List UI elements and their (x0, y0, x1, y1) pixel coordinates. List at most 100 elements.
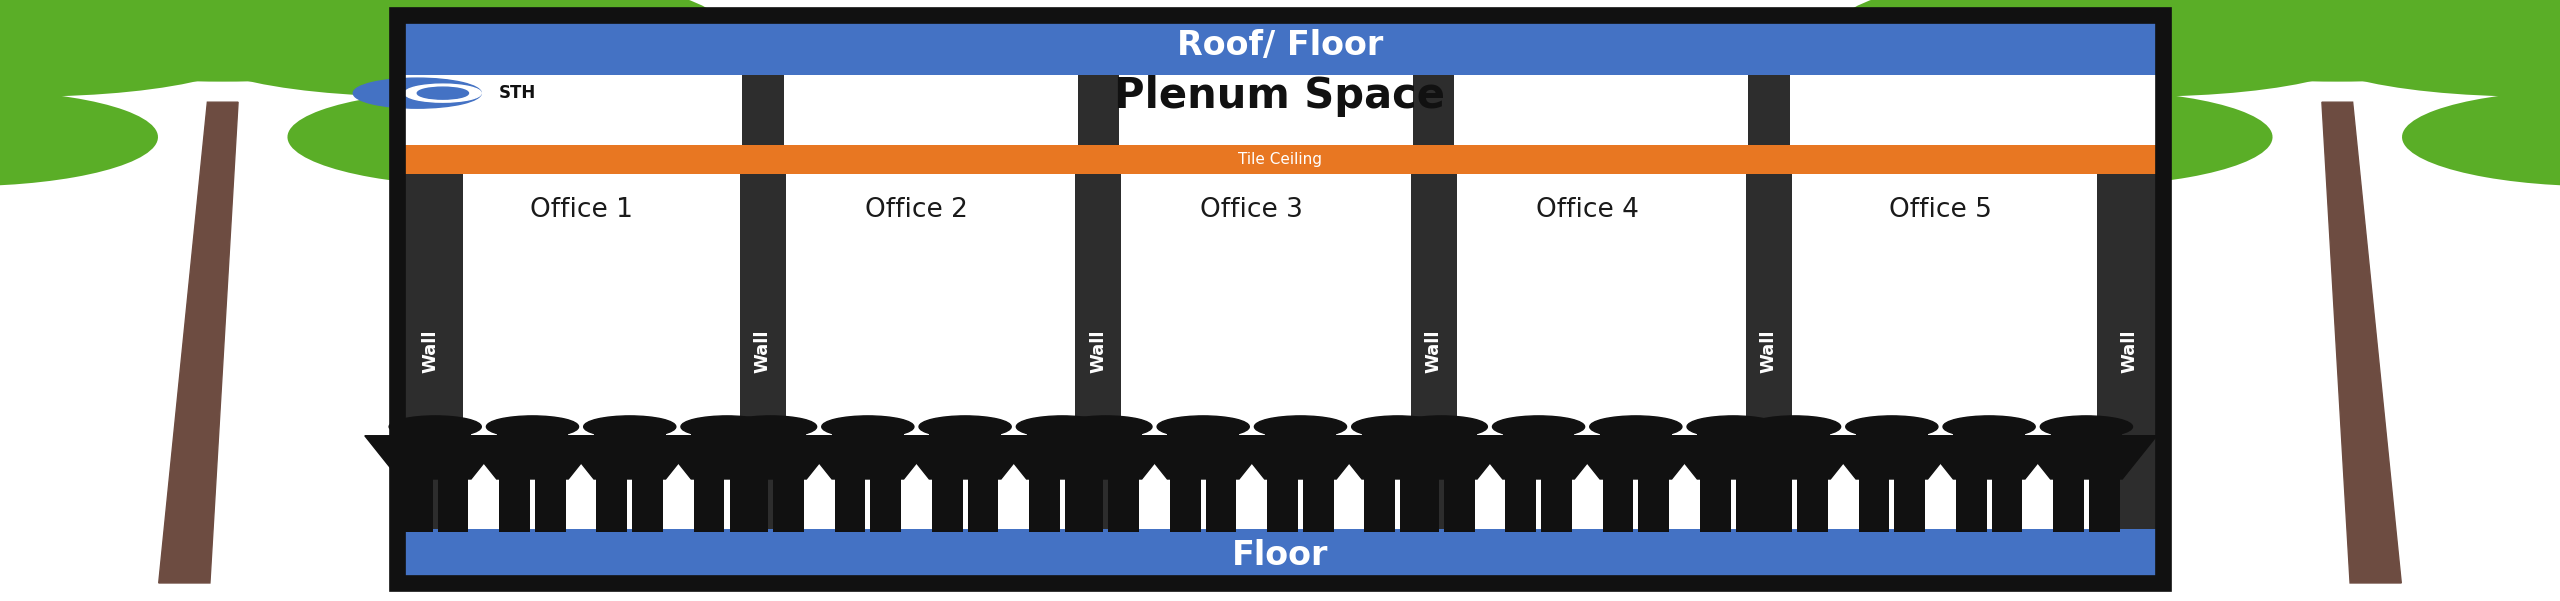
Polygon shape (366, 436, 507, 479)
Bar (535, 478, 566, 532)
Bar (742, 75, 783, 145)
Bar (1206, 478, 1236, 532)
Circle shape (389, 416, 481, 438)
Polygon shape (159, 102, 238, 583)
Polygon shape (991, 436, 1132, 479)
Text: Plenum Space: Plenum Space (1114, 75, 1446, 117)
Bar (1070, 428, 1142, 479)
Bar (737, 478, 768, 532)
Circle shape (724, 416, 817, 438)
Circle shape (1748, 416, 1841, 438)
Text: Office 2: Office 2 (865, 197, 968, 224)
Text: Wall: Wall (1759, 330, 1779, 373)
Polygon shape (463, 436, 604, 479)
Circle shape (1943, 416, 2035, 438)
Bar (397, 174, 463, 529)
Bar (1075, 174, 1121, 529)
Bar (1797, 478, 1828, 532)
Polygon shape (655, 436, 799, 479)
Circle shape (404, 84, 481, 102)
Circle shape (1492, 416, 1585, 438)
Circle shape (919, 416, 1011, 438)
Polygon shape (1372, 436, 1510, 479)
Bar (1167, 428, 1239, 479)
Bar (397, 529, 2163, 583)
Text: Roof/ Floor: Roof/ Floor (1178, 29, 1382, 61)
Ellipse shape (2296, 0, 2560, 97)
Bar (397, 174, 2163, 529)
Bar (1859, 478, 1889, 532)
Ellipse shape (0, 90, 159, 186)
Bar (773, 478, 804, 532)
Polygon shape (796, 436, 940, 479)
Bar (2097, 174, 2163, 529)
Bar (438, 478, 468, 532)
Bar (691, 428, 763, 479)
Bar (1759, 428, 1830, 479)
Circle shape (1060, 416, 1152, 438)
Ellipse shape (407, 13, 858, 131)
Text: Office 3: Office 3 (1201, 197, 1303, 224)
Ellipse shape (2056, 0, 2560, 82)
Polygon shape (1823, 436, 1964, 479)
Polygon shape (1469, 436, 1608, 479)
Circle shape (584, 416, 676, 438)
Text: Office 1: Office 1 (530, 197, 632, 224)
Text: Office 4: Office 4 (1536, 197, 1638, 224)
Ellipse shape (1836, 0, 2378, 97)
Bar (397, 75, 2163, 145)
Bar (632, 478, 663, 532)
Polygon shape (1920, 436, 2058, 479)
Circle shape (1016, 416, 1108, 438)
Polygon shape (1329, 436, 1469, 479)
Polygon shape (1229, 436, 1372, 479)
Bar (735, 428, 806, 479)
Polygon shape (1664, 436, 1802, 479)
Bar (740, 174, 786, 529)
Bar (1736, 478, 1766, 532)
Bar (1400, 478, 1431, 532)
Bar (397, 15, 2163, 583)
Polygon shape (1132, 436, 1275, 479)
Ellipse shape (1669, 60, 2084, 168)
Circle shape (1590, 416, 1682, 438)
Bar (1405, 428, 1477, 479)
Bar (1027, 428, 1098, 479)
Text: Wall: Wall (1423, 330, 1444, 373)
Bar (1603, 478, 1633, 532)
Polygon shape (896, 436, 1034, 479)
Polygon shape (2017, 436, 2158, 479)
Bar (1078, 75, 1119, 145)
Ellipse shape (0, 0, 504, 82)
Bar (694, 478, 724, 532)
Text: Wall: Wall (753, 330, 773, 373)
Bar (1408, 478, 1439, 532)
Bar (1856, 428, 1928, 479)
Bar (1073, 478, 1103, 532)
Text: Tile Ceiling: Tile Ceiling (1239, 153, 1321, 167)
Ellipse shape (0, 0, 264, 97)
Bar (397, 15, 2163, 75)
Bar (499, 478, 530, 532)
Bar (1029, 478, 1060, 532)
Bar (1170, 478, 1201, 532)
Bar (1748, 75, 1789, 145)
Bar (870, 478, 901, 532)
Bar (1541, 478, 1572, 532)
Bar (1444, 478, 1475, 532)
Bar (2051, 428, 2122, 479)
Polygon shape (1564, 436, 1705, 479)
Ellipse shape (1702, 13, 2153, 131)
Circle shape (417, 87, 468, 99)
Bar (596, 478, 627, 532)
Ellipse shape (476, 60, 891, 168)
Bar (1267, 478, 1298, 532)
Polygon shape (1034, 436, 1178, 479)
Text: Wall: Wall (1088, 330, 1108, 373)
Bar (1364, 478, 1395, 532)
Bar (402, 478, 433, 532)
Text: Floor: Floor (1231, 540, 1329, 572)
Bar (968, 478, 998, 532)
Bar (1697, 428, 1769, 479)
Circle shape (1395, 416, 1487, 438)
